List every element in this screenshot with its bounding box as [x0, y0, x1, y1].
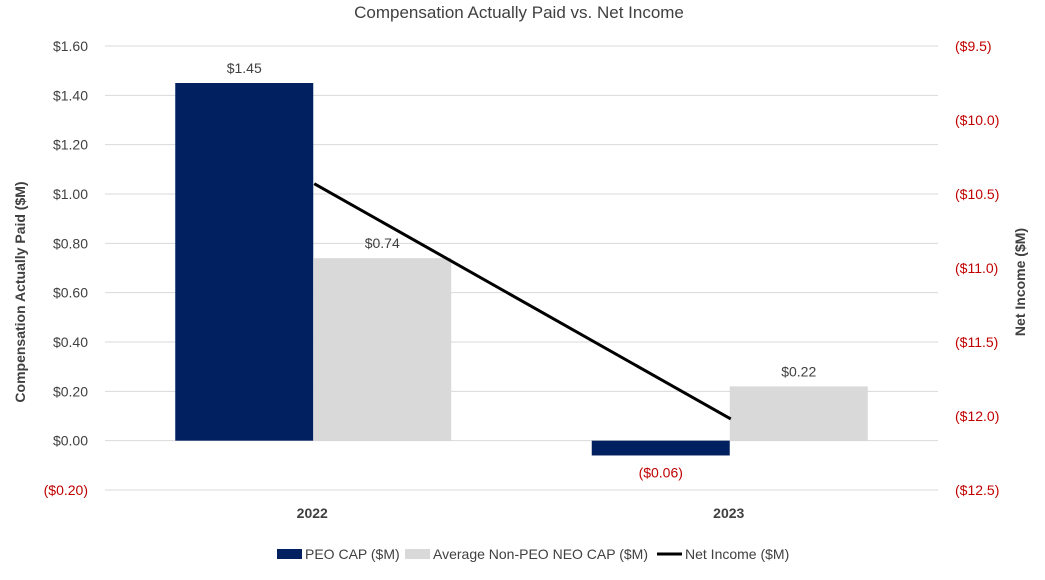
data-label: $1.45	[227, 60, 262, 76]
y2-tick-label: ($12.5)	[955, 482, 999, 498]
bar	[591, 440, 730, 456]
y-tick-label: $1.40	[53, 87, 88, 103]
x-tick-label: 2022	[297, 505, 328, 521]
y2-tick-label: ($11.5)	[955, 334, 998, 350]
legend-item: Average Non-PEO NEO CAP ($M)	[405, 546, 648, 562]
legend-item: PEO CAP ($M)	[277, 546, 400, 562]
legend-label: Average Non-PEO NEO CAP ($M)	[433, 546, 648, 562]
data-label: ($0.06)	[639, 464, 683, 480]
data-label: $0.74	[365, 235, 400, 251]
y2-tick-label: ($12.0)	[955, 408, 999, 424]
legend-swatch	[277, 549, 302, 559]
legend: PEO CAP ($M) Average Non-PEO NEO CAP ($M)…	[277, 546, 789, 562]
y-tick-label: $0.00	[53, 433, 88, 449]
y2-tick-label: ($11.0)	[955, 260, 998, 276]
y-tick-label: $1.00	[53, 186, 88, 202]
legend-swatch	[405, 549, 430, 559]
data-label: $0.22	[781, 363, 816, 379]
y-tick-label: $0.80	[53, 235, 88, 251]
bar	[313, 258, 452, 441]
net-income-line-layer	[313, 182, 732, 421]
bar	[175, 83, 314, 441]
bars	[175, 83, 868, 456]
y2-tick-label: ($9.5)	[955, 38, 992, 54]
y2-axis-title: Net Income ($M)	[1012, 228, 1028, 336]
y-axis-title: Compensation Actually Paid ($M)	[12, 181, 28, 402]
legend-item: Net Income ($M)	[657, 546, 789, 562]
y-tick-label: $1.20	[53, 137, 88, 153]
net-income-line	[313, 182, 732, 421]
y-tick-label: $0.20	[53, 383, 88, 399]
y-tick-label: $0.60	[53, 285, 88, 301]
y2-tick-label: ($10.5)	[955, 186, 999, 202]
y-tick-label: $0.40	[53, 334, 88, 350]
y2-tick-label: ($10.0)	[955, 112, 999, 128]
legend-label: Net Income ($M)	[685, 546, 789, 562]
chart-title: Compensation Actually Paid vs. Net Incom…	[354, 3, 684, 22]
y-tick-label: $1.60	[53, 38, 88, 54]
y-tick-label: ($0.20)	[44, 482, 88, 498]
x-tick-label: 2023	[713, 505, 744, 521]
axes: $1.60 $1.40 $1.20 $1.00 $0.80 $0.60 $0.40 $0.20…	[44, 38, 1000, 521]
legend-label: PEO CAP ($M)	[305, 546, 400, 562]
bar	[729, 386, 868, 441]
data-labels: $1.45 $0.74 ($0.06) $0.22	[227, 60, 817, 480]
